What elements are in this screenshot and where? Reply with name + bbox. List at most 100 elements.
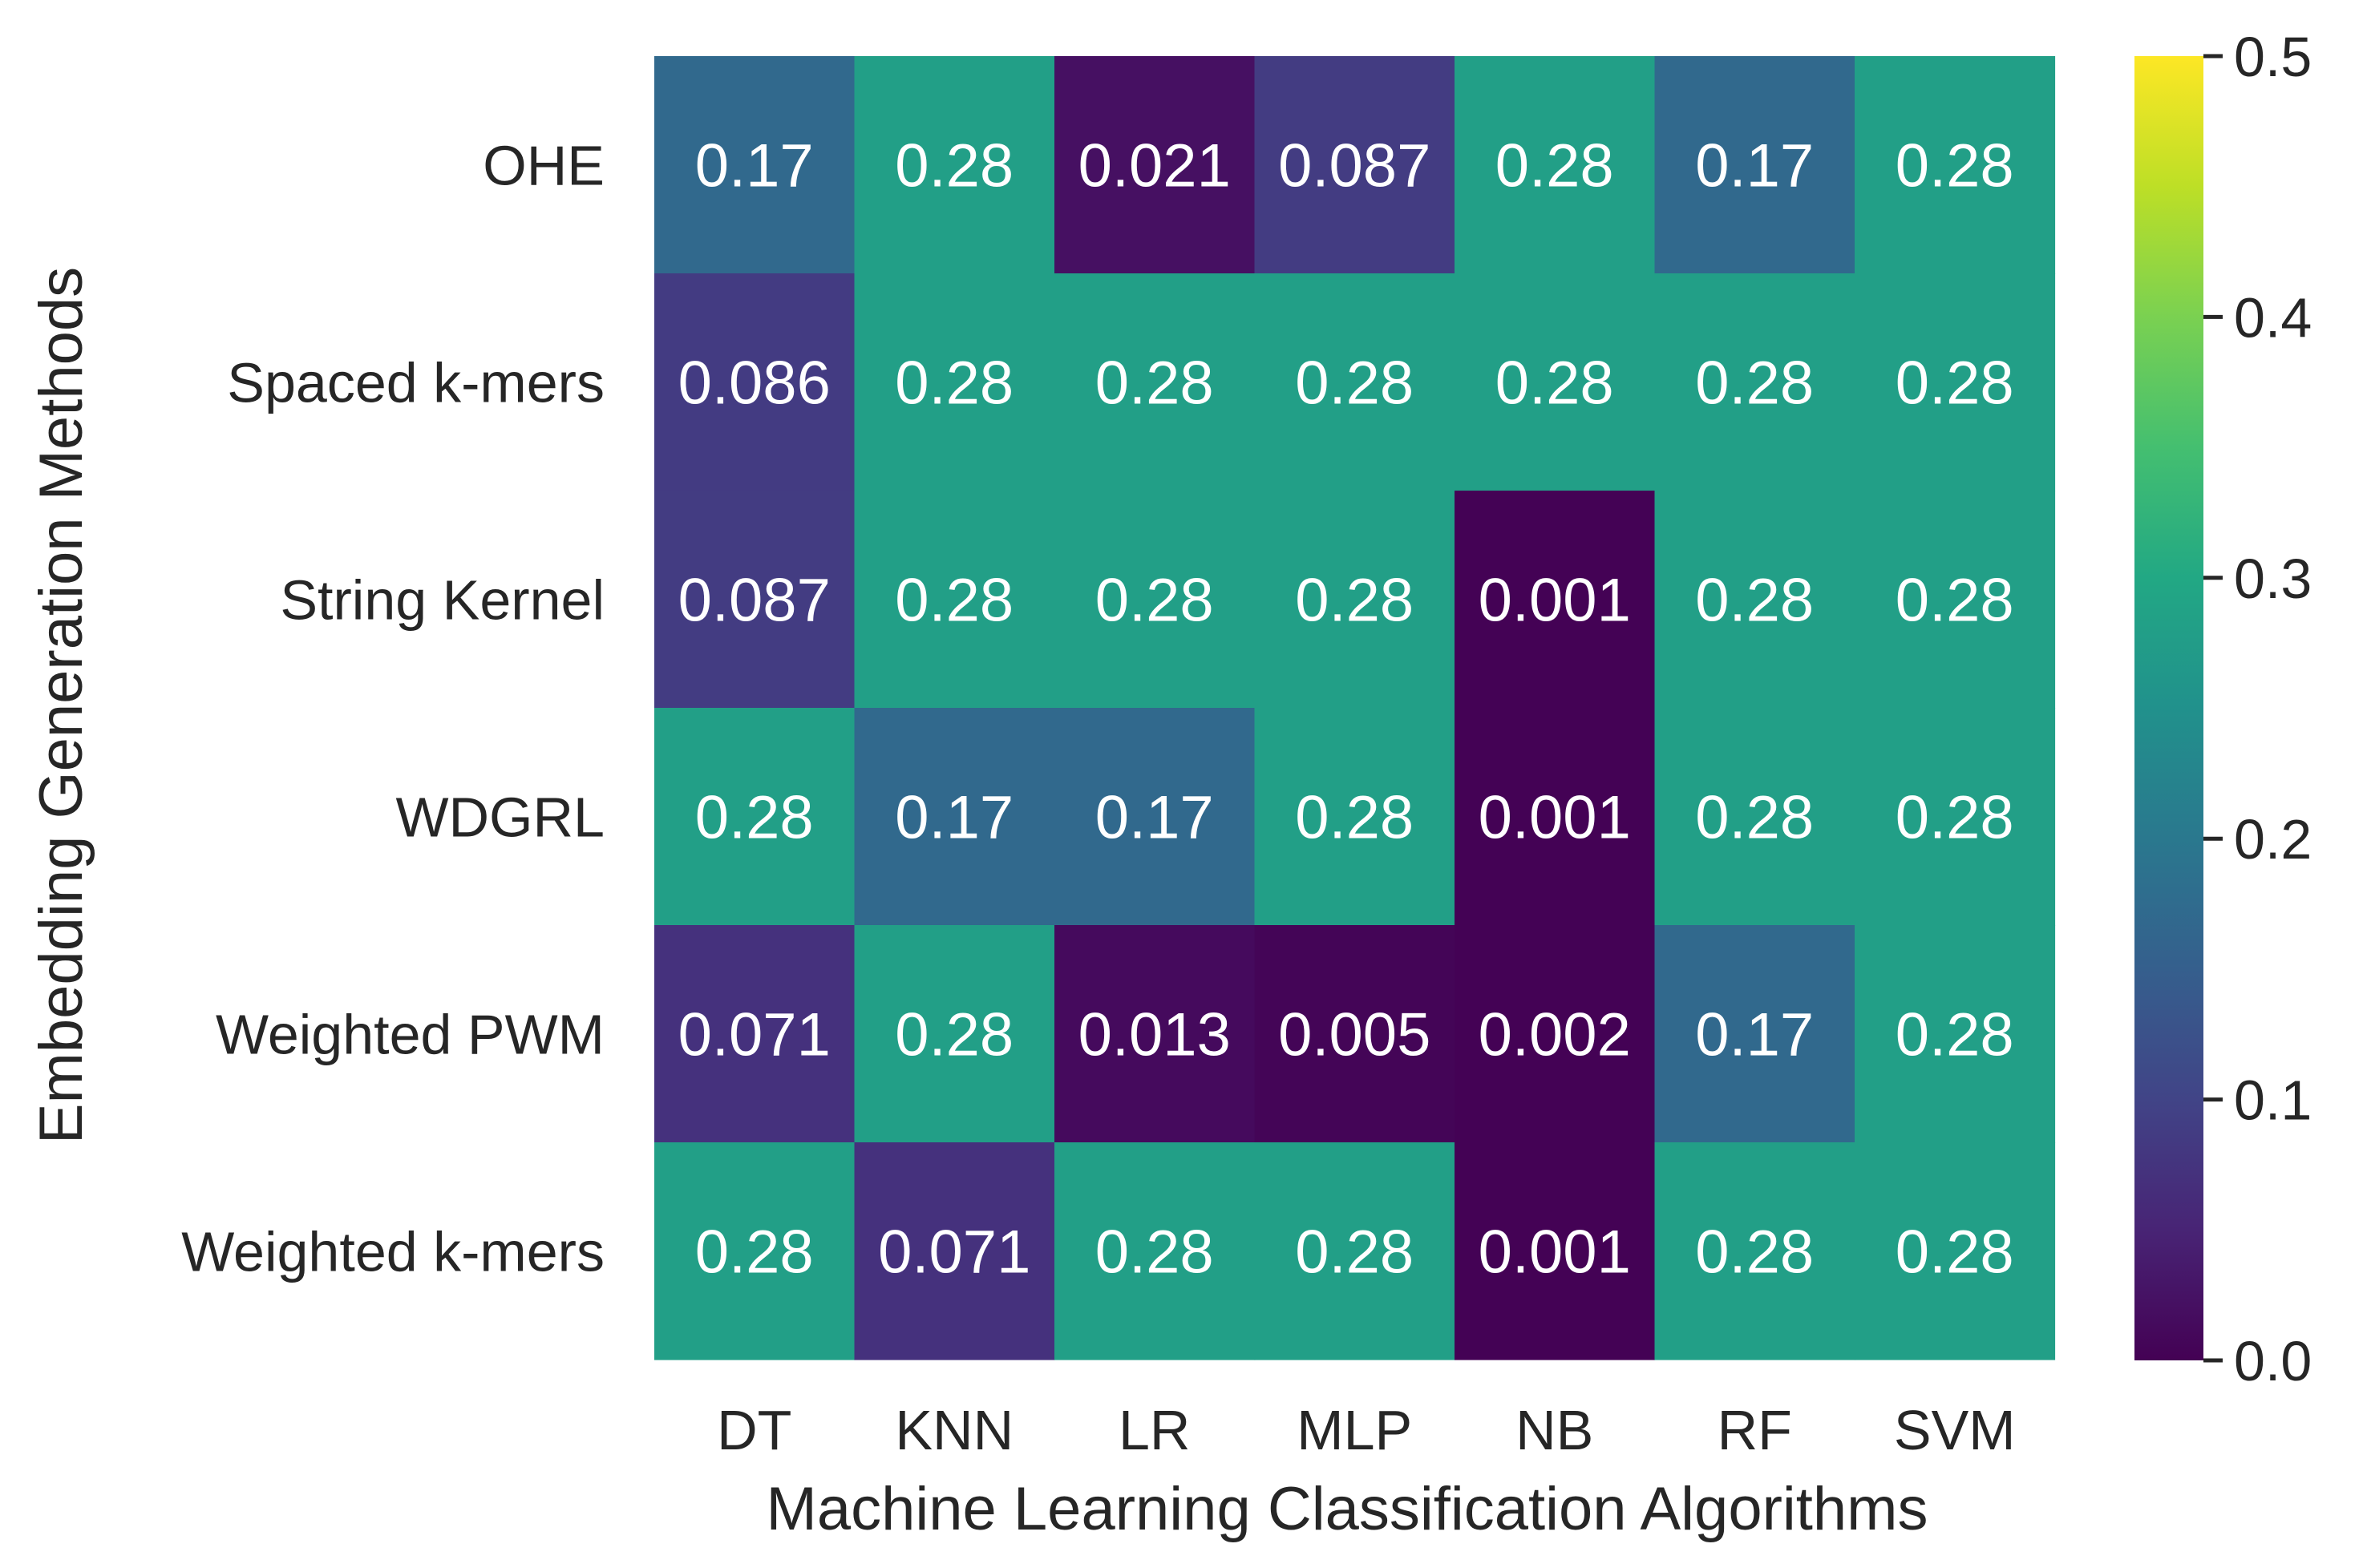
- cell-value-label: 0.28: [1095, 567, 1214, 635]
- cell-value-label: 0.28: [1695, 567, 1814, 635]
- x-tick-label: NB: [1515, 1399, 1593, 1461]
- cell-value-label: 0.001: [1479, 784, 1631, 852]
- colorbar-gradient: [2134, 56, 2203, 1360]
- cell-value-label: 0.17: [895, 784, 1014, 852]
- heatmap-cell: [654, 925, 856, 1143]
- x-tick-label: DT: [717, 1399, 791, 1461]
- x-tick-label: MLP: [1297, 1399, 1412, 1461]
- cell-value-label: 0.28: [695, 784, 814, 852]
- cell-value-label: 0.17: [695, 132, 814, 200]
- heatmap-cell: [854, 491, 1055, 709]
- heatmap-cell: [854, 1142, 1055, 1360]
- cell-value-label: 0.28: [895, 1001, 1014, 1069]
- heatmap-cell: [1455, 708, 1656, 926]
- cell-value-label: 0.28: [695, 1218, 814, 1287]
- cell-value-label: 0.28: [1295, 784, 1414, 852]
- cell-value-label: 0.013: [1078, 1001, 1231, 1069]
- cell-value-label: 0.086: [678, 350, 831, 418]
- cell-value-label: 0.28: [1896, 784, 2014, 852]
- heatmap-cell: [1654, 925, 1855, 1143]
- heatmap-cell: [1054, 708, 1256, 926]
- cell-value-label: 0.28: [1295, 567, 1414, 635]
- heatmap-cell: [1654, 708, 1855, 926]
- cell-value-label: 0.28: [1295, 350, 1414, 418]
- cell-value-label: 0.28: [1896, 1218, 2014, 1287]
- heatmap-cell: [1054, 925, 1256, 1143]
- x-tick-label: SVM: [1894, 1399, 2016, 1461]
- y-tick-label: Spaced k-mers: [227, 352, 605, 414]
- colorbar-tick-label: 0.2: [2234, 808, 2312, 871]
- y-tick-label: OHE: [483, 135, 605, 197]
- cell-value-label: 0.17: [1695, 132, 1814, 200]
- cell-value-label: 0.28: [1495, 132, 1614, 200]
- heatmap-cell: [1254, 925, 1455, 1143]
- y-tick-label: Weighted k-mers: [181, 1221, 605, 1283]
- cell-value-label: 0.28: [895, 567, 1014, 635]
- heatmap-cell: [854, 56, 1055, 274]
- cell-value-label: 0.28: [1295, 1218, 1414, 1287]
- cell-value-label: 0.28: [895, 350, 1014, 418]
- cell-value-label: 0.071: [878, 1218, 1030, 1287]
- cell-value-label: 0.28: [1695, 1218, 1814, 1287]
- cell-value-label: 0.28: [1896, 567, 2014, 635]
- x-tick-label: RF: [1718, 1399, 1792, 1461]
- heatmap-cell: [1054, 273, 1256, 491]
- cell-value-label: 0.28: [1695, 350, 1814, 418]
- colorbar-tick-label: 0.3: [2234, 548, 2312, 610]
- cell-value-label: 0.002: [1479, 1001, 1631, 1069]
- heatmap-cell: [654, 708, 856, 926]
- cell-value-label: 0.071: [678, 1001, 831, 1069]
- y-axis-title: Embedding Generation Methods: [27, 267, 95, 1144]
- colorbar-tick-label: 0.0: [2234, 1330, 2312, 1392]
- heatmap-cell: [1455, 56, 1656, 274]
- heatmap-cell: [1054, 491, 1256, 709]
- colorbar-tick-label: 0.1: [2234, 1069, 2312, 1132]
- x-tick-label: KNN: [895, 1399, 1014, 1461]
- colorbar: 0.0 0.1 0.2 0.3 0.4 0.5: [2134, 26, 2312, 1392]
- x-tick-labels: DT KNN LR MLP NB RF SVM: [717, 1399, 2016, 1461]
- heatmap-cell: [1855, 491, 2056, 709]
- heatmap-cell: [1254, 708, 1455, 926]
- heatmap-cell: [1654, 56, 1855, 274]
- cell-value-label: 0.021: [1078, 132, 1231, 200]
- heatmap-cell: [1855, 273, 2056, 491]
- heatmap-cell: [1455, 491, 1656, 709]
- heatmap-cell: [1455, 1142, 1656, 1360]
- cell-value-label: 0.28: [1095, 350, 1214, 418]
- cell-value-label: 0.001: [1479, 567, 1631, 635]
- cell-value-label: 0.28: [1695, 784, 1814, 852]
- colorbar-tick-label: 0.5: [2234, 26, 2312, 88]
- heatmap-cells: 0.17 0.28 0.021 0.087 0.28 0.17 0.28 0.086 0.28 0…: [654, 56, 2056, 1360]
- heatmap-cell: [654, 491, 856, 709]
- heatmap-cell: [1654, 273, 1855, 491]
- heatmap-cell: [1254, 1142, 1455, 1360]
- heatmap-cell: [854, 708, 1055, 926]
- cell-value-label: 0.005: [1278, 1001, 1430, 1069]
- cell-value-label: 0.28: [895, 132, 1014, 200]
- heatmap-cell: [1855, 925, 2056, 1143]
- y-tick-label: Weighted PWM: [216, 1004, 605, 1066]
- heatmap-cell: [654, 1142, 856, 1360]
- cell-value-label: 0.28: [1095, 1218, 1214, 1287]
- cell-value-label: 0.087: [678, 567, 831, 635]
- heatmap-cell: [1855, 1142, 2056, 1360]
- colorbar-tick-label: 0.4: [2234, 286, 2312, 349]
- cell-value-label: 0.17: [1695, 1001, 1814, 1069]
- heatmap-cell: [1455, 925, 1656, 1143]
- heatmap-cell: [1654, 491, 1855, 709]
- heatmap-cell: [1254, 56, 1455, 274]
- heatmap-cell: [1654, 1142, 1855, 1360]
- heatmap-cell: [654, 56, 856, 274]
- heatmap-cell: [1455, 273, 1656, 491]
- cell-value-label: 0.17: [1095, 784, 1214, 852]
- heatmap-cell: [1254, 273, 1455, 491]
- heatmap-cell: [1054, 56, 1256, 274]
- heatmap-cell: [1855, 56, 2056, 274]
- cell-value-label: 0.087: [1278, 132, 1430, 200]
- heatmap-cell: [854, 273, 1055, 491]
- cell-value-label: 0.28: [1896, 132, 2014, 200]
- x-axis-title: Machine Learning Classification Algorith…: [767, 1475, 1928, 1543]
- cell-value-label: 0.28: [1896, 350, 2014, 418]
- y-tick-label: String Kernel: [280, 569, 605, 632]
